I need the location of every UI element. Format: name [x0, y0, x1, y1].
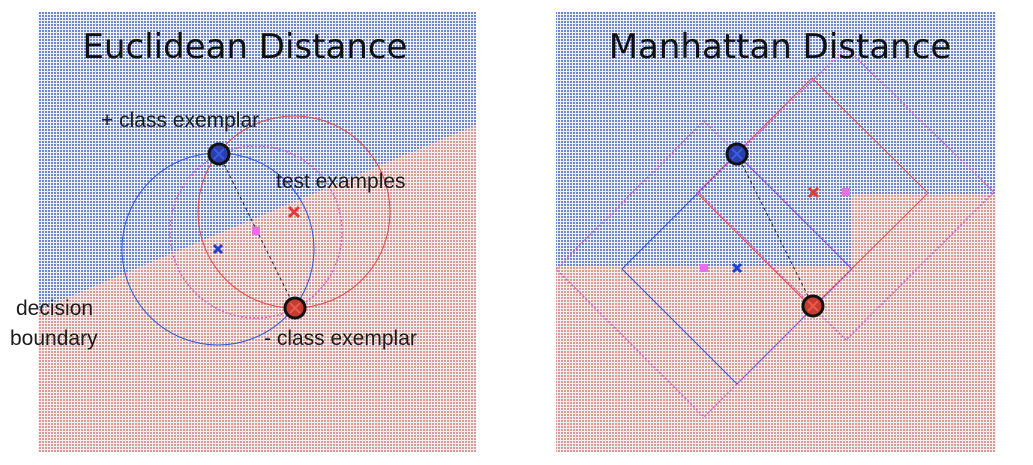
minus-exemplar-label: - class exemplar [264, 327, 417, 350]
test-distance-diamond-left [556, 119, 854, 419]
decision-boundary-label-line1: decision [16, 297, 93, 320]
test-point-magenta-right [842, 188, 850, 196]
manhattan-title: Manhattan Distance [609, 27, 952, 67]
euclidean-title: Euclidean Distance [83, 27, 408, 67]
test-point-blue-x-manhattan [731, 262, 743, 274]
minus-exemplar-marker [283, 296, 307, 320]
decision-boundary-label-line2: boundary [10, 327, 98, 350]
minus-exemplar-marker-manhattan [801, 294, 825, 318]
test-distance-diamond-right [696, 46, 996, 342]
euclidean-panel: Euclidean Distance + class exemplar test… [10, 12, 476, 452]
plus-exemplar-marker-manhattan [725, 142, 749, 166]
plus-exemplar-marker [207, 142, 231, 166]
plus-class-region-manhattan [556, 12, 996, 266]
test-point-red-x-manhattan [807, 186, 820, 199]
test-point-magenta-left [700, 264, 708, 272]
test-examples-label: test examples [276, 170, 406, 193]
plus-exemplar-label: + class exemplar [101, 109, 259, 132]
exemplar-connector-manhattan [736, 153, 814, 307]
manhattan-panel: Manhattan Distance [556, 12, 996, 452]
test-point-blue-x [212, 243, 224, 255]
test-point-magenta [252, 227, 260, 235]
test-distance-circle [169, 145, 343, 319]
test-point-red-x [287, 205, 301, 219]
plus-distance-diamond [621, 153, 853, 385]
